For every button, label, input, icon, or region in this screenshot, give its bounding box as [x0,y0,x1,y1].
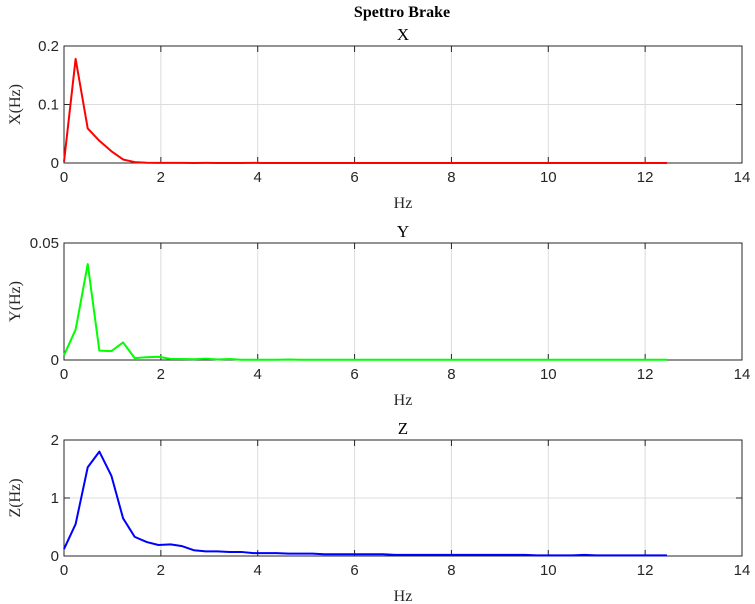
x-tick-label: 0 [60,562,68,579]
x-tick-label: 10 [540,169,557,186]
x-tick-label: 10 [540,366,557,383]
axes-y [63,242,743,361]
x-axis-label: Hz [394,195,413,212]
x-tick-label: 4 [254,366,262,383]
x-tick-label: 14 [734,366,751,383]
x-tick-label: 2 [157,366,165,383]
subplot-title: X [397,25,409,44]
subplot-title: Y [397,222,409,241]
series-line-z [63,450,667,557]
x-axis-label: Hz [394,588,413,604]
x-tick-label: 0 [60,169,68,186]
x-tick-label: 2 [157,169,165,186]
x-tick-label: 4 [254,562,262,579]
subplot-x: 0 2 4 6 8 10 12 14 0 0.1 0.2 X Hz X(Hz) [7,25,750,212]
x-tick-label: 8 [447,366,455,383]
x-tick-label: 8 [447,169,455,186]
subplot-title: Z [398,419,408,438]
series-line-y [63,263,667,361]
x-tick-label: 14 [734,169,751,186]
x-tick-label: 6 [350,562,358,579]
x-tick-label: 2 [157,562,165,579]
x-tick-label: 4 [254,169,262,186]
y-axis-label: Z(Hz) [7,478,24,517]
x-tick-label: 12 [637,562,654,579]
y-axis-label: Y(Hz) [7,281,24,322]
x-tick-label: 8 [447,562,455,579]
y-tick-label: 0 [51,155,59,172]
y-tick-label: 0.2 [38,38,59,55]
x-tick-label: 12 [637,169,654,186]
y-tick-label: 1 [51,490,59,507]
y-axis-label: X(Hz) [7,84,24,125]
y-tick-label: 0 [51,548,59,565]
y-tick-label: 0.1 [38,97,59,114]
y-tick-label: 2 [51,432,59,449]
x-tick-label: 6 [350,169,358,186]
x-tick-label: 0 [60,366,68,383]
figure-title: Spettro Brake [354,4,450,21]
x-tick-label: 14 [734,562,751,579]
y-tick-label: 0.05 [30,235,59,252]
y-tick-label: 0 [51,352,59,369]
x-tick-label: 10 [540,562,557,579]
x-tick-label: 6 [350,366,358,383]
subplot-y: 0 2 4 6 8 10 12 14 0 0.05 Y Hz Y(Hz) [7,222,750,409]
x-axis-label: Hz [394,392,413,409]
x-tick-label: 12 [637,366,654,383]
series-line-x [63,57,667,164]
